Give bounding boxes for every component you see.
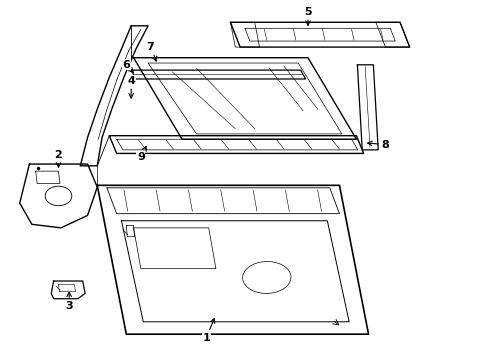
Text: 6: 6: [122, 60, 133, 72]
Text: 3: 3: [65, 292, 73, 311]
Text: 7: 7: [147, 42, 157, 61]
Text: 8: 8: [368, 140, 390, 149]
Text: 9: 9: [137, 147, 147, 162]
Text: 5: 5: [304, 6, 312, 25]
Text: 2: 2: [54, 150, 62, 167]
Text: 4: 4: [127, 76, 135, 98]
Text: 1: 1: [202, 318, 215, 343]
